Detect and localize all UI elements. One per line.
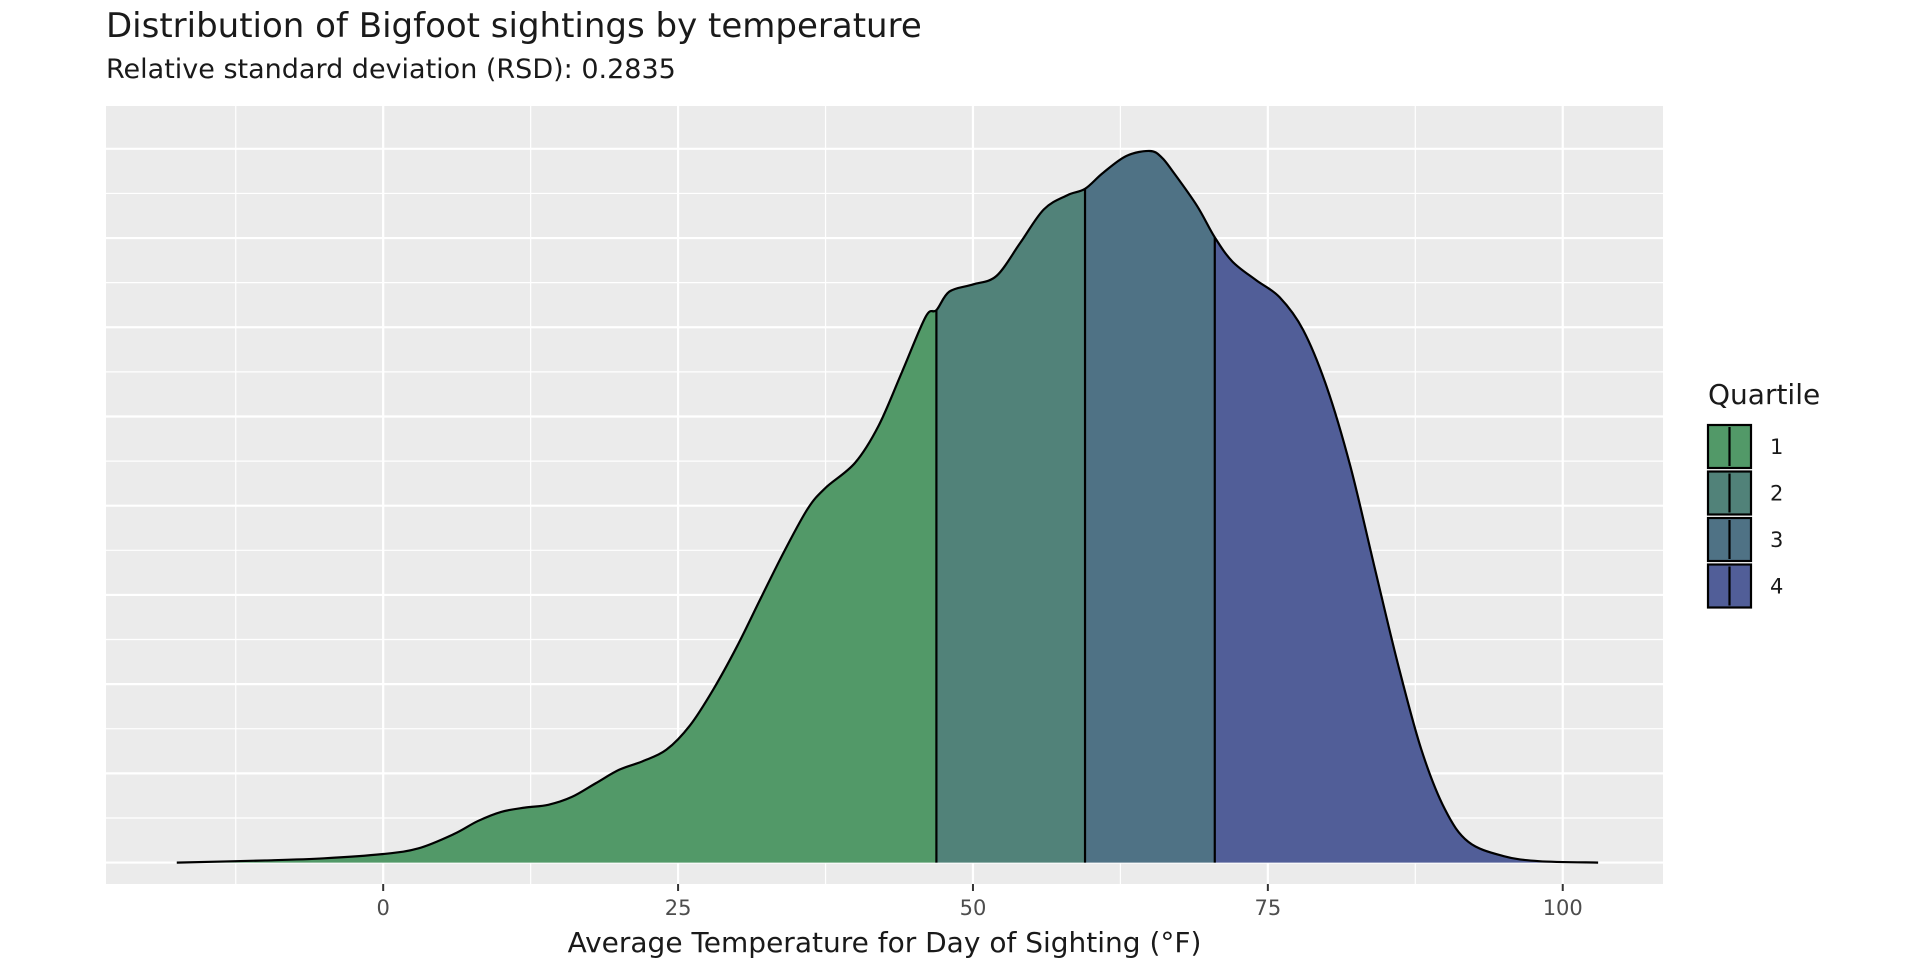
legend-label-3: 3 bbox=[1770, 528, 1783, 552]
legend-title: Quartile bbox=[1708, 378, 1820, 411]
quartile-1-area bbox=[176, 309, 937, 863]
density-outline bbox=[176, 149, 1599, 864]
x-tick-label: 100 bbox=[1543, 896, 1583, 920]
legend-label-2: 2 bbox=[1770, 482, 1783, 506]
quartile-areas bbox=[176, 150, 1599, 863]
x-tick-label: 0 bbox=[377, 896, 390, 920]
quartile-3-area bbox=[1085, 150, 1215, 863]
legend: Quartile 1 2 3 4 bbox=[1706, 378, 1820, 609]
x-axis: 0 25 50 75 100 bbox=[377, 884, 1583, 920]
x-axis-label: Average Temperature for Day of Sighting … bbox=[568, 926, 1202, 959]
x-tick-label: 25 bbox=[665, 896, 692, 920]
quartile-dividers bbox=[935, 188, 1216, 863]
x-tick-label: 75 bbox=[1254, 896, 1281, 920]
chart-title: Distribution of Bigfoot sightings by tem… bbox=[106, 6, 922, 46]
chart-subtitle: Relative standard deviation (RSD): 0.283… bbox=[106, 54, 676, 85]
legend-label-1: 1 bbox=[1770, 435, 1783, 459]
quartile-4-area bbox=[1214, 237, 1599, 863]
x-tick-label: 50 bbox=[960, 896, 987, 920]
legend-label-4: 4 bbox=[1770, 575, 1783, 599]
quartile-2-area bbox=[936, 188, 1086, 863]
